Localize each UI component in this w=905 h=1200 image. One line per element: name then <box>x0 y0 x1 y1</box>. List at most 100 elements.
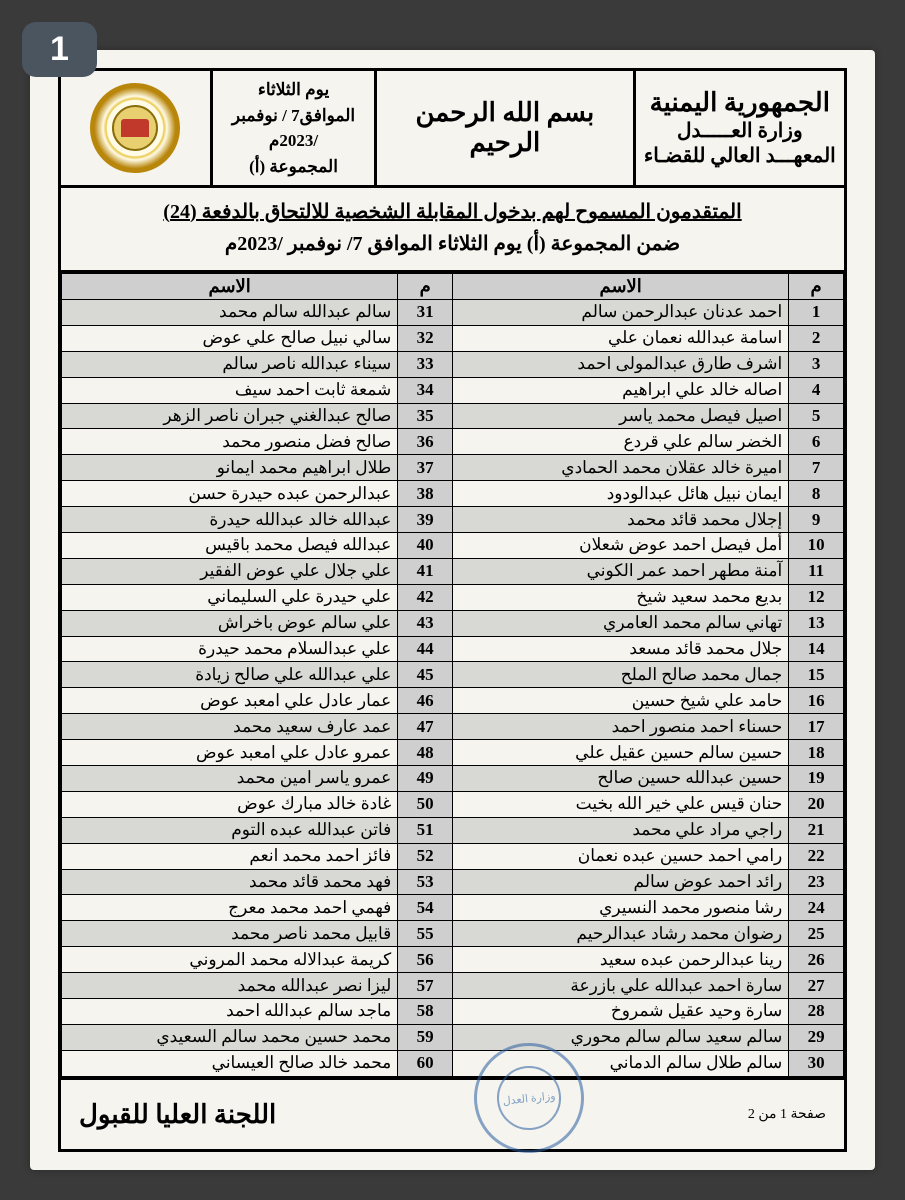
cell-name: محمد حسين محمد سالم السعيدي <box>62 1024 398 1050</box>
cell-name: ليزا نصر عبدالله محمد <box>62 973 398 999</box>
table-row: 24رشا منصور محمد النسيري54فهمي احمد محمد… <box>62 895 844 921</box>
cell-name: علي جلال علي عوض الفقير <box>62 558 398 584</box>
title-line1: المتقدمون المسموح لهم بدخول المقابلة الش… <box>67 196 838 228</box>
cell-num: 3 <box>789 351 844 377</box>
table-row: 8ايمان نبيل هائل عبدالودود38عبدالرحمن عب… <box>62 481 844 507</box>
cell-name: الخضر سالم علي قردع <box>453 429 789 455</box>
cell-name: عمرو عادل علي امعبد عوض <box>62 740 398 766</box>
cell-num: 8 <box>789 481 844 507</box>
cell-num: 59 <box>398 1024 453 1050</box>
document-frame: الجمهورية اليمنية وزارة العـــــدل المعه… <box>58 68 847 1152</box>
date-day: يوم الثلاثاء <box>258 77 329 103</box>
cell-num: 29 <box>789 1024 844 1050</box>
cell-num: 51 <box>398 817 453 843</box>
cell-name: سالم سعيد سالم سالم محوري <box>453 1024 789 1050</box>
cell-name: رضوان محمد رشاد عبدالرحيم <box>453 921 789 947</box>
cell-num: 55 <box>398 921 453 947</box>
table-row: 20حنان قيس علي خير الله بخيت50غادة خالد … <box>62 791 844 817</box>
cell-name: أمل فيصل احمد عوض شعلان <box>453 533 789 559</box>
cell-num: 36 <box>398 429 453 455</box>
cell-num: 22 <box>789 843 844 869</box>
cell-name: سالم عبدالله سالم محمد <box>62 300 398 326</box>
cell-name: عمار عادل علي امعبد عوض <box>62 688 398 714</box>
cell-num: 18 <box>789 740 844 766</box>
cell-name: سيناء عبدالله ناصر سالم <box>62 351 398 377</box>
cell-num: 52 <box>398 843 453 869</box>
table-row: 13تهاني سالم محمد العامري43علي سالم عوض … <box>62 610 844 636</box>
cell-num: 32 <box>398 325 453 351</box>
cell-name: رشا منصور محمد النسيري <box>453 895 789 921</box>
table-row: 4اصاله خالد علي ابراهيم34شمعة ثابت احمد … <box>62 377 844 403</box>
title-line2: ضمن المجموعة (أ) يوم الثلاثاء الموافق 7/… <box>67 228 838 260</box>
cell-name: احمد عدنان عبدالرحمن سالم <box>453 300 789 326</box>
cell-name: صالح فضل منصور محمد <box>62 429 398 455</box>
cell-name: اشرف طارق عبدالمولى احمد <box>453 351 789 377</box>
header-date: يوم الثلاثاء الموافق7 / نوفمبر /2023م ال… <box>210 71 374 185</box>
cell-name: اميرة خالد عقلان محمد الحمادي <box>453 455 789 481</box>
cell-num: 37 <box>398 455 453 481</box>
col-header-num-left: م <box>398 274 453 300</box>
table-row: 22رامي احمد حسين عبده نعمان52فائز احمد م… <box>62 843 844 869</box>
cell-num: 13 <box>789 610 844 636</box>
cell-name: علي سالم عوض باخراش <box>62 610 398 636</box>
cell-num: 48 <box>398 740 453 766</box>
header-organization: الجمهورية اليمنية وزارة العـــــدل المعه… <box>633 71 844 185</box>
cell-num: 25 <box>789 921 844 947</box>
names-table: م الاسم م الاسم 1احمد عدنان عبدالرحمن سا… <box>61 273 844 1077</box>
cell-name: فائز احمد محمد انعم <box>62 843 398 869</box>
cell-name: قابيل محمد ناصر محمد <box>62 921 398 947</box>
cell-name: كريمة عبدالاله محمد المروني <box>62 947 398 973</box>
table-row: 7اميرة خالد عقلان محمد الحمادي37طلال ابر… <box>62 455 844 481</box>
cell-name: اصيل فيصل محمد ياسر <box>453 403 789 429</box>
cell-num: 24 <box>789 895 844 921</box>
cell-num: 46 <box>398 688 453 714</box>
table-row: 18حسين سالم حسين عقيل علي48عمرو عادل علي… <box>62 740 844 766</box>
cell-num: 38 <box>398 481 453 507</box>
title-block: المتقدمون المسموح لهم بدخول المقابلة الش… <box>61 188 844 273</box>
table-row: 26رينا عبدالرحمن عبده سعيد56كريمة عبدالا… <box>62 947 844 973</box>
seal-icon <box>90 83 180 173</box>
table-row: 14جلال محمد قائد مسعد44علي عبدالسلام محم… <box>62 636 844 662</box>
date-group: المجموعة (أ) <box>249 154 338 180</box>
cell-num: 58 <box>398 999 453 1025</box>
table-row: 5اصيل فيصل محمد ياسر35صالح عبدالغني جبرا… <box>62 403 844 429</box>
org-institute: المعهـــد العالي للقضـاء <box>644 143 836 168</box>
cell-num: 1 <box>789 300 844 326</box>
cell-name: إجلال محمد قائد محمد <box>453 507 789 533</box>
cell-num: 39 <box>398 507 453 533</box>
cell-num: 14 <box>789 636 844 662</box>
cell-name: ايمان نبيل هائل عبدالودود <box>453 481 789 507</box>
cell-name: طلال ابراهيم محمد ايمانو <box>62 455 398 481</box>
table-row: 3اشرف طارق عبدالمولى احمد33سيناء عبدالله… <box>62 351 844 377</box>
col-header-name-left: الاسم <box>62 274 398 300</box>
cell-name: علي حيدرة علي السليماني <box>62 584 398 610</box>
footer-page-number: صفحة 1 من 2 <box>748 1106 826 1123</box>
cell-name: رامي احمد حسين عبده نعمان <box>453 843 789 869</box>
cell-num: 49 <box>398 766 453 792</box>
cell-num: 4 <box>789 377 844 403</box>
cell-name: عمد عارف سعيد محمد <box>62 714 398 740</box>
cell-num: 35 <box>398 403 453 429</box>
page-number-badge: 1 <box>22 22 97 77</box>
cell-num: 6 <box>789 429 844 455</box>
cell-num: 42 <box>398 584 453 610</box>
cell-num: 40 <box>398 533 453 559</box>
cell-name: فاتن عبدالله عبده التوم <box>62 817 398 843</box>
col-header-name-right: الاسم <box>453 274 789 300</box>
cell-name: حسين سالم حسين عقيل علي <box>453 740 789 766</box>
table-row: 6الخضر سالم علي قردع36صالح فضل منصور محم… <box>62 429 844 455</box>
table-row: 21راجي مراد علي محمد51فاتن عبدالله عبده … <box>62 817 844 843</box>
table-row: 27سارة احمد عبدالله علي بازرعة57ليزا نصر… <box>62 973 844 999</box>
cell-num: 34 <box>398 377 453 403</box>
cell-name: غادة خالد مبارك عوض <box>62 791 398 817</box>
table-row: 15جمال محمد صالح الملح45علي عبدالله علي … <box>62 662 844 688</box>
header-row: الجمهورية اليمنية وزارة العـــــدل المعه… <box>61 71 844 188</box>
cell-num: 56 <box>398 947 453 973</box>
table-row: 1احمد عدنان عبدالرحمن سالم31سالم عبدالله… <box>62 300 844 326</box>
cell-name: فهد محمد قائد محمد <box>62 869 398 895</box>
cell-num: 2 <box>789 325 844 351</box>
table-row: 9إجلال محمد قائد محمد39عبدالله خالد عبدا… <box>62 507 844 533</box>
cell-num: 20 <box>789 791 844 817</box>
cell-num: 19 <box>789 766 844 792</box>
cell-name: حسناء احمد منصور احمد <box>453 714 789 740</box>
